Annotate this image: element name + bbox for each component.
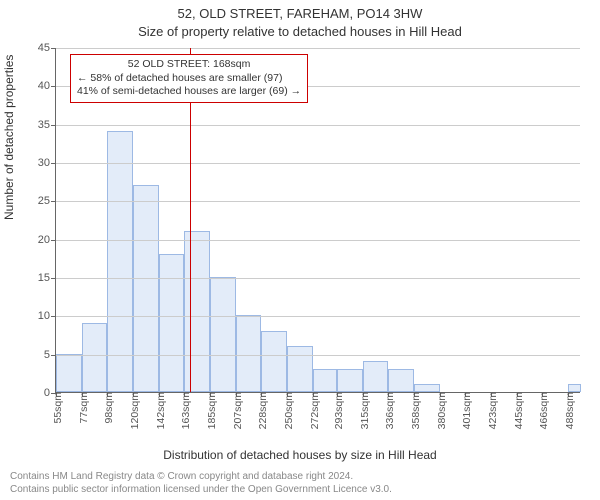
x-tick-label: 315sqm — [359, 392, 371, 429]
histogram-bar — [337, 369, 363, 392]
x-tick-label: 445sqm — [513, 392, 525, 429]
histogram-bar — [388, 369, 414, 392]
annotation-line: 52 OLD STREET: 168sqm — [77, 58, 301, 72]
histogram-bar — [287, 346, 313, 392]
y-tick-label: 20 — [38, 234, 50, 246]
y-tick-label: 45 — [38, 42, 50, 54]
y-tick-label: 30 — [38, 157, 50, 169]
x-tick-label: 228sqm — [257, 392, 269, 429]
x-tick-label: 185sqm — [206, 392, 218, 429]
y-tick-mark — [51, 163, 56, 164]
y-tick-label: 10 — [38, 310, 50, 322]
y-tick-label: 5 — [44, 349, 50, 361]
x-tick-label: 423sqm — [487, 392, 499, 429]
y-tick-mark — [51, 86, 56, 87]
x-tick-label: 207sqm — [232, 392, 244, 429]
y-tick-mark — [51, 316, 56, 317]
x-tick-label: 466sqm — [538, 392, 550, 429]
gridline — [56, 316, 580, 317]
annotation-line: 41% of semi-detached houses are larger (… — [77, 85, 301, 99]
y-tick-mark — [51, 201, 56, 202]
gridline — [56, 163, 580, 164]
plot-area: 05101520253035404555sqm77sqm98sqm120sqm1… — [55, 48, 580, 393]
footer-line2: Contains public sector information licen… — [10, 484, 392, 497]
x-tick-label: 163sqm — [180, 392, 192, 429]
x-tick-label: 142sqm — [155, 392, 167, 429]
y-axis-label: Number of detached properties — [2, 55, 16, 220]
histogram-bar — [107, 131, 133, 392]
x-tick-label: 250sqm — [283, 392, 295, 429]
x-tick-label: 120sqm — [129, 392, 141, 429]
property-histogram-chart: 52, OLD STREET, FAREHAM, PO14 3HW Size o… — [0, 0, 600, 500]
histogram-bar — [414, 384, 440, 392]
x-tick-label: 55sqm — [52, 392, 64, 424]
annotation-box: 52 OLD STREET: 168sqm← 58% of detached h… — [70, 54, 308, 103]
histogram-bar — [363, 361, 388, 392]
licence-footer: Contains HM Land Registry data © Crown c… — [10, 471, 392, 496]
y-tick-mark — [51, 278, 56, 279]
histogram-bar — [210, 277, 236, 392]
x-tick-label: 380sqm — [436, 392, 448, 429]
gridline — [56, 125, 580, 126]
histogram-bar — [184, 231, 210, 392]
histogram-bar — [133, 185, 159, 392]
annotation-line: ← 58% of detached houses are smaller (97… — [77, 72, 301, 86]
x-tick-label: 488sqm — [564, 392, 576, 429]
gridline — [56, 48, 580, 49]
y-tick-mark — [51, 48, 56, 49]
gridline — [56, 355, 580, 356]
chart-title-line2: Size of property relative to detached ho… — [0, 24, 600, 39]
chart-title-line1: 52, OLD STREET, FAREHAM, PO14 3HW — [0, 6, 600, 21]
histogram-bar — [261, 331, 287, 392]
y-tick-mark — [51, 240, 56, 241]
x-tick-label: 98sqm — [103, 392, 115, 424]
y-tick-label: 15 — [38, 272, 50, 284]
x-axis-label: Distribution of detached houses by size … — [0, 448, 600, 462]
x-tick-label: 293sqm — [333, 392, 345, 429]
x-tick-label: 401sqm — [461, 392, 473, 429]
gridline — [56, 201, 580, 202]
histogram-bar — [159, 254, 184, 392]
y-tick-label: 35 — [38, 119, 50, 131]
histogram-bar — [56, 354, 82, 392]
y-tick-label: 25 — [38, 195, 50, 207]
footer-line1: Contains HM Land Registry data © Crown c… — [10, 471, 392, 484]
histogram-bar — [568, 384, 581, 392]
histogram-bar — [313, 369, 338, 392]
x-tick-label: 336sqm — [384, 392, 396, 429]
x-tick-label: 358sqm — [410, 392, 422, 429]
gridline — [56, 278, 580, 279]
y-tick-mark — [51, 355, 56, 356]
y-tick-label: 40 — [38, 80, 50, 92]
x-tick-label: 77sqm — [78, 392, 90, 424]
gridline — [56, 240, 580, 241]
x-tick-label: 272sqm — [309, 392, 321, 429]
y-tick-mark — [51, 125, 56, 126]
y-tick-label: 0 — [44, 387, 50, 399]
histogram-bar — [82, 323, 107, 392]
